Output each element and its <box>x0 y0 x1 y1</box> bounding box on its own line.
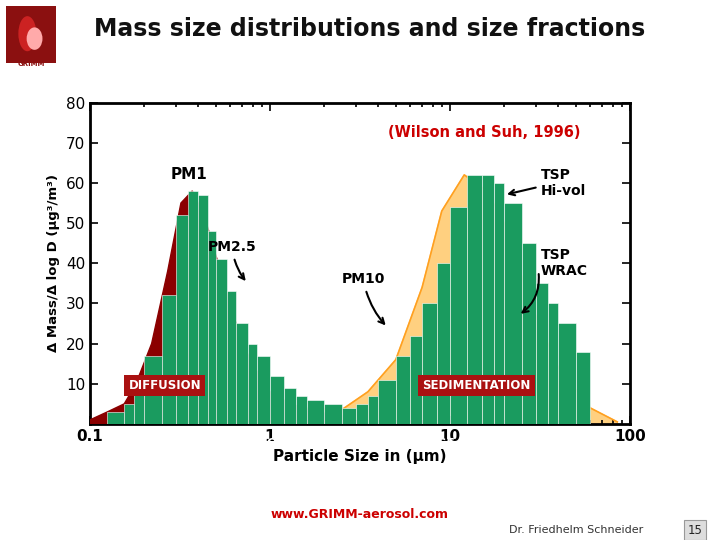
Ellipse shape <box>27 28 42 50</box>
Bar <box>548 303 559 424</box>
Bar <box>228 292 236 424</box>
Bar <box>248 343 257 424</box>
Bar <box>521 243 536 424</box>
Text: TSP
WRAC: TSP WRAC <box>541 248 588 278</box>
Bar <box>450 207 467 424</box>
Polygon shape <box>90 191 341 424</box>
Bar <box>368 396 379 424</box>
Bar <box>536 284 548 424</box>
Text: PM2.5: PM2.5 <box>207 240 256 279</box>
Text: PM10: PM10 <box>341 272 385 324</box>
Bar <box>422 303 437 424</box>
Bar <box>396 356 410 424</box>
Text: DIFFUSION: DIFFUSION <box>128 379 201 392</box>
Bar <box>341 408 356 424</box>
Text: TSP
Hi-vol: TSP Hi-vol <box>541 168 586 198</box>
Text: (Wilson and Suh, 1996): (Wilson and Suh, 1996) <box>388 125 580 140</box>
Bar <box>284 388 297 424</box>
Text: Mass size distributions and size fractions: Mass size distributions and size fractio… <box>94 17 645 42</box>
Bar <box>257 356 270 424</box>
Bar <box>437 263 450 424</box>
Bar <box>307 400 324 424</box>
Bar <box>6 5 56 63</box>
Text: PM1: PM1 <box>171 167 207 182</box>
Bar <box>144 356 161 424</box>
Text: SEDIMENTATION: SEDIMENTATION <box>422 379 531 392</box>
Bar <box>559 323 576 424</box>
Bar <box>199 195 207 424</box>
Bar <box>356 404 368 424</box>
Bar <box>236 323 248 424</box>
Bar <box>134 388 144 424</box>
Ellipse shape <box>19 16 36 51</box>
Bar <box>297 396 307 424</box>
Bar <box>188 191 199 424</box>
Text: Dr. Friedhelm Schneider: Dr. Friedhelm Schneider <box>509 525 643 535</box>
Polygon shape <box>199 175 617 424</box>
Text: 15: 15 <box>688 524 702 537</box>
Bar <box>494 183 504 424</box>
Y-axis label: Δ Mass/Δ log D (μg³/m³): Δ Mass/Δ log D (μg³/m³) <box>48 174 60 352</box>
Bar <box>504 203 521 424</box>
Text: www.GRIMM-aerosol.com: www.GRIMM-aerosol.com <box>271 508 449 521</box>
Bar <box>467 175 482 424</box>
Bar <box>216 259 228 424</box>
Text: GRIMM AEROSOL SPECTROMETER RANGE – 31 channels: GRIMM AEROSOL SPECTROMETER RANGE – 31 ch… <box>166 437 554 450</box>
Bar <box>270 376 284 424</box>
Bar <box>410 335 422 424</box>
Bar <box>207 231 216 424</box>
Bar <box>161 295 176 424</box>
Text: GRIMM: GRIMM <box>17 60 45 66</box>
X-axis label: Particle Size in (μm): Particle Size in (μm) <box>274 449 446 464</box>
Bar <box>324 404 341 424</box>
Bar <box>482 175 494 424</box>
Bar <box>176 215 188 424</box>
Bar <box>576 352 590 424</box>
Bar <box>125 404 134 424</box>
Bar <box>107 412 125 424</box>
Bar <box>379 380 396 424</box>
